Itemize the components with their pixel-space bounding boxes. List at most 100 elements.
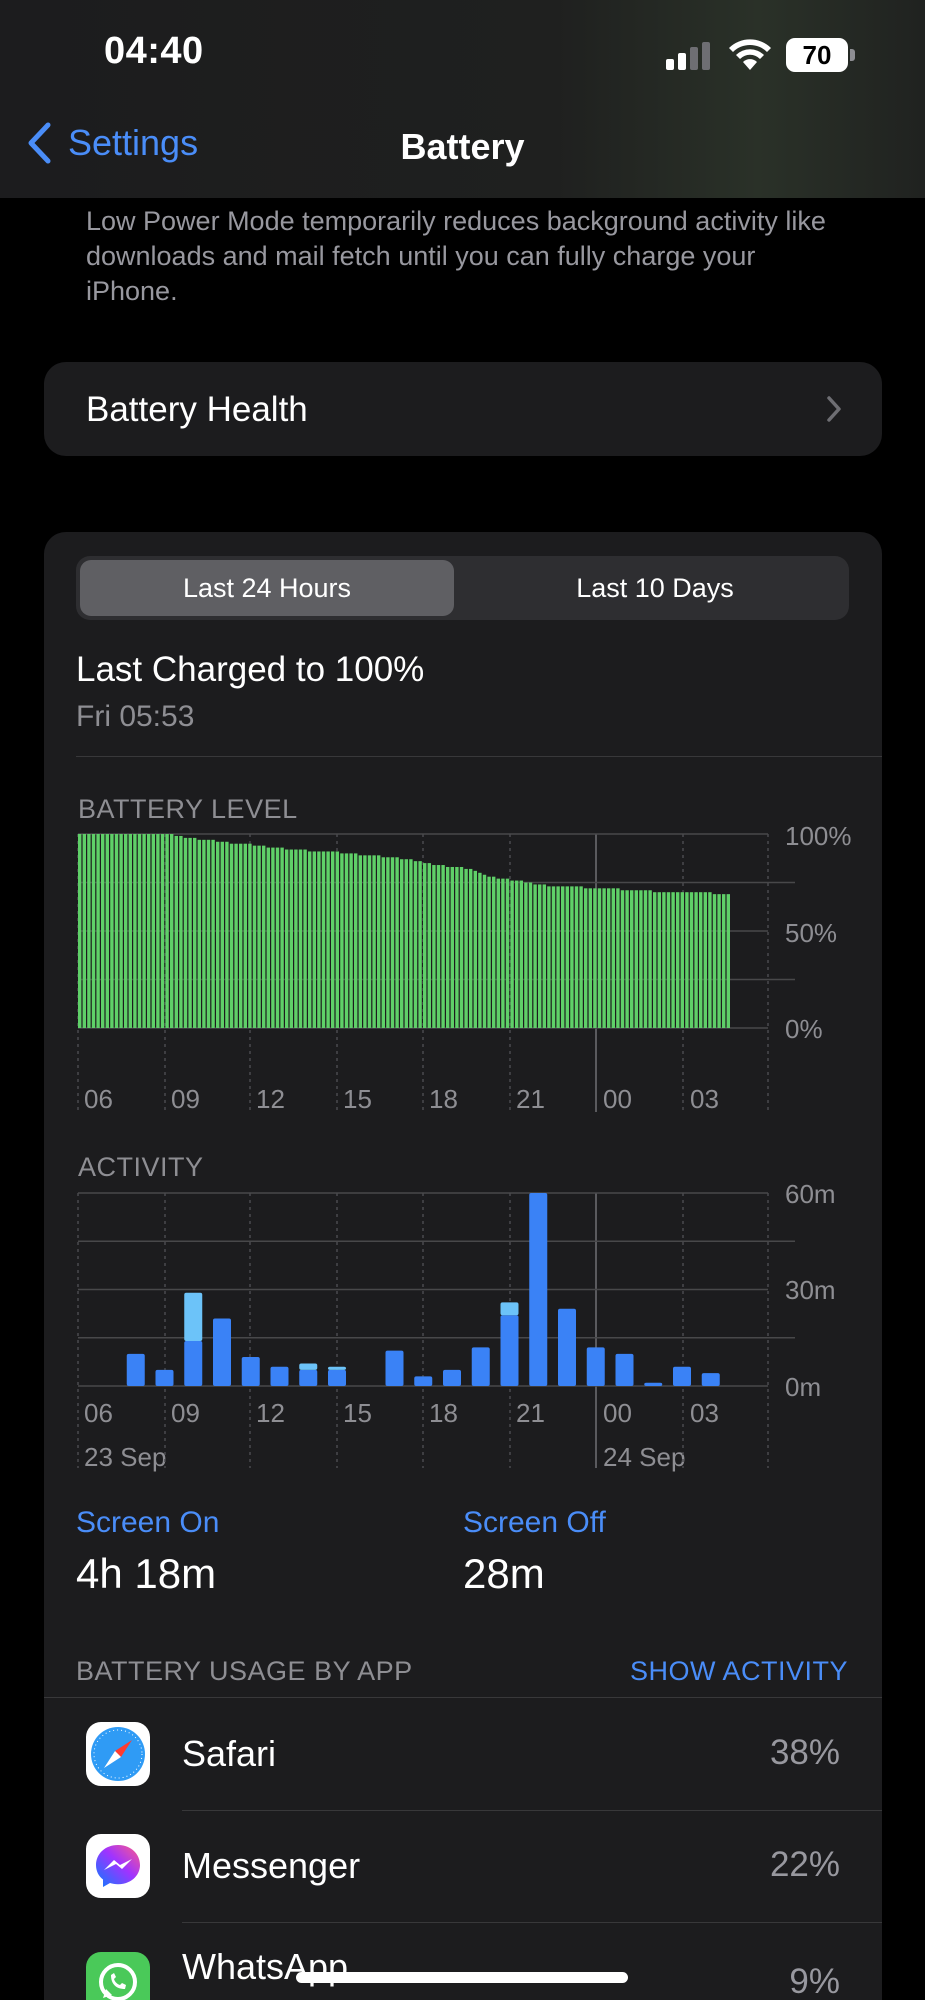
- battery-bar: [703, 892, 707, 1028]
- app-percent: 22%: [769, 1845, 840, 1884]
- battery-bar: [556, 886, 560, 1028]
- battery-tip: [850, 49, 855, 61]
- battery-bar: [492, 876, 496, 1028]
- battery-bar: [455, 866, 459, 1028]
- activity-x-tick: 15: [343, 1398, 372, 1428]
- app-percent: 9%: [789, 1962, 840, 2000]
- activity-bar-screen-on: [701, 1373, 720, 1386]
- activity-x-tick: 06: [84, 1398, 113, 1428]
- battery-bar: [487, 876, 491, 1028]
- app-name: Safari: [182, 1733, 277, 1774]
- battery-bar: [565, 886, 569, 1028]
- battery-bar: [450, 866, 454, 1028]
- segment-last-10-days[interactable]: Last 10 Days: [576, 573, 734, 603]
- chevron-left-icon: [28, 122, 51, 164]
- activity-y-tick: 0m: [785, 1372, 822, 1402]
- battery-bar: [717, 894, 721, 1028]
- battery-bar: [657, 892, 661, 1028]
- battery-bar: [459, 866, 464, 1028]
- app-row-messenger[interactable]: Messenger 22%: [44, 1810, 882, 1922]
- battery-bar: [689, 892, 694, 1028]
- battery-bar: [216, 841, 220, 1028]
- activity-bar-screen-on: [673, 1366, 691, 1386]
- battery-bar: [165, 834, 169, 1028]
- battery-bar: [510, 880, 514, 1028]
- activity-bar-screen-on: [529, 1193, 548, 1386]
- activity-bar-screen-off: [299, 1363, 318, 1370]
- battery-bar: [722, 894, 726, 1028]
- battery-bar: [561, 886, 565, 1028]
- battery-bar: [174, 835, 178, 1028]
- battery-bar: [229, 843, 234, 1028]
- battery-bar: [317, 851, 321, 1028]
- battery-usage-card: [44, 532, 882, 2000]
- battery-bar: [280, 847, 284, 1028]
- battery-bar: [473, 870, 477, 1028]
- activity-label: ACTIVITY: [78, 1152, 204, 1182]
- segment-last-24-hours[interactable]: Last 24 Hours: [80, 560, 454, 616]
- whatsapp-icon: [86, 1952, 150, 2000]
- battery-bar: [584, 888, 588, 1028]
- activity-bar-screen-on: [615, 1353, 634, 1386]
- battery-bar: [515, 880, 519, 1028]
- battery-bar: [579, 886, 583, 1028]
- time-range-segmented-control: Last 24 Hours Last 10 Days: [76, 556, 849, 620]
- battery-bar: [643, 890, 648, 1028]
- activity-x-tick: 03: [690, 1398, 719, 1428]
- battery-bar: [653, 892, 657, 1028]
- battery-bar: [634, 890, 638, 1028]
- back-button[interactable]: Settings: [26, 122, 198, 164]
- battery-bar: [91, 834, 96, 1028]
- battery-bar: [114, 834, 119, 1028]
- battery-bar: [547, 886, 551, 1028]
- battery-bar: [248, 843, 252, 1028]
- battery-bar: [662, 892, 666, 1028]
- app-row-safari[interactable]: Safari 38%: [44, 1698, 882, 1810]
- battery-bar: [616, 888, 620, 1028]
- battery-bar: [105, 834, 109, 1028]
- battery-bar: [170, 834, 174, 1028]
- activity-y-tick: 30m: [785, 1275, 836, 1305]
- battery-bar: [542, 884, 546, 1028]
- battery-bar: [446, 866, 450, 1028]
- usage-by-app-header: BATTERY USAGE BY APP: [76, 1656, 413, 1686]
- battery-bar: [257, 845, 261, 1028]
- battery-x-tick: 21: [516, 1084, 545, 1114]
- battery-bar: [413, 861, 418, 1028]
- battery-health-row[interactable]: Battery Health: [44, 362, 882, 456]
- home-indicator: [296, 1972, 628, 1983]
- battery-bar: [179, 835, 183, 1028]
- battery-bar: [469, 868, 473, 1028]
- activity-bar-screen-on: [299, 1369, 318, 1386]
- battery-bar: [607, 888, 611, 1028]
- screen-off-label: Screen Off: [463, 1506, 606, 1539]
- wifi-icon: [729, 39, 771, 70]
- activity-bar-screen-on: [126, 1353, 145, 1386]
- activity-bar-screen-on: [385, 1350, 404, 1386]
- battery-bar: [712, 894, 717, 1028]
- battery-bar: [528, 882, 533, 1028]
- app-row-whatsapp[interactable]: WhatsApp 9%: [44, 1922, 882, 2000]
- battery-x-tick: 18: [429, 1084, 458, 1114]
- battery-bar: [252, 845, 257, 1028]
- battery-y-tick: 50%: [785, 918, 838, 948]
- battery-bar: [372, 855, 376, 1028]
- battery-bar: [625, 890, 629, 1028]
- battery-bar: [699, 892, 703, 1028]
- battery-bar: [680, 892, 684, 1028]
- divider: [76, 756, 882, 757]
- battery-bar: [676, 892, 680, 1028]
- activity-bar-screen-on: [184, 1340, 203, 1386]
- activity-bar-screen-off: [328, 1366, 346, 1370]
- battery-bar: [363, 855, 367, 1028]
- battery-bar: [478, 872, 482, 1028]
- battery-bar: [239, 843, 243, 1028]
- battery-bar: [436, 865, 441, 1028]
- battery-bar: [367, 855, 372, 1028]
- show-activity-button[interactable]: SHOW ACTIVITY: [629, 1656, 848, 1686]
- battery-bar: [147, 834, 151, 1028]
- battery-bar: [694, 892, 698, 1028]
- battery-x-tick: 06: [84, 1084, 113, 1114]
- activity-x-tick: 12: [256, 1398, 285, 1428]
- battery-x-tick: 00: [603, 1084, 632, 1114]
